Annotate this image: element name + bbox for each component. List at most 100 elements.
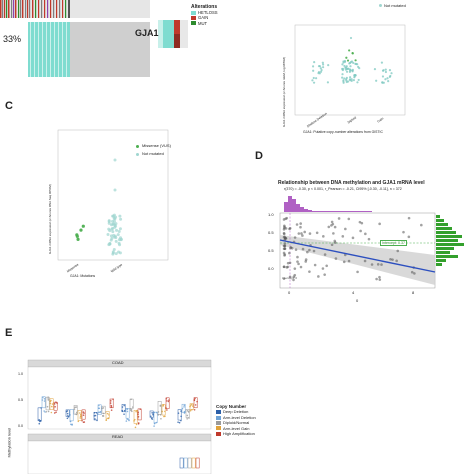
scatter-point xyxy=(312,69,315,72)
panel-c-legend-notmut: Not mutated xyxy=(136,150,171,158)
scatter-point xyxy=(111,230,115,234)
scatter-point xyxy=(96,419,98,422)
scatter-point xyxy=(118,227,122,231)
copy-number-legend-item: Arm-level Deletion xyxy=(216,415,256,420)
scatter-point xyxy=(168,399,170,401)
gene-label: GJA1 xyxy=(135,28,159,38)
scatter-point xyxy=(373,68,377,71)
scatter-point xyxy=(289,246,292,250)
scatter-point xyxy=(109,402,112,404)
legend-dot-icon xyxy=(136,144,139,148)
scatter-point xyxy=(50,411,53,414)
scatter-point xyxy=(299,265,303,269)
oncoprint xyxy=(0,0,188,77)
scatter-point xyxy=(304,260,308,263)
scatter-point xyxy=(194,397,196,400)
scatter-point xyxy=(295,223,299,226)
scatter-point xyxy=(381,69,385,72)
scatter-point xyxy=(188,417,190,419)
scatter-point xyxy=(341,73,344,76)
copy-number-legend-items: Deep Deletion Arm-level Deletion Diploid/N… xyxy=(216,409,256,436)
alteration-legend-items: HETLOSS GAIN MUT xyxy=(191,10,251,26)
scatter-point xyxy=(157,411,160,413)
scatter-point xyxy=(283,244,287,248)
scatter-point xyxy=(53,412,56,414)
scatter-point xyxy=(131,410,133,413)
scatter-point xyxy=(126,418,129,420)
scatter-point xyxy=(107,219,111,223)
scatter-point xyxy=(79,417,82,419)
box xyxy=(191,457,196,469)
scatter-point xyxy=(378,278,382,281)
scatter-point xyxy=(151,412,153,414)
scatter-point xyxy=(193,399,196,402)
scatter-point xyxy=(297,232,301,235)
copy-number-legend: Copy Number Deep Deletion Arm-level Delet… xyxy=(216,404,256,436)
scatter-point xyxy=(133,420,135,422)
box xyxy=(41,396,46,409)
scatter-point xyxy=(107,417,109,420)
scatter-point xyxy=(312,76,315,80)
scatter-point xyxy=(136,409,138,412)
scatter-point xyxy=(347,259,351,263)
panel-b-plot xyxy=(294,24,406,116)
scatter-point xyxy=(313,263,317,267)
scatter-point xyxy=(407,235,411,239)
scatter-point xyxy=(342,67,345,70)
scatter-point xyxy=(107,227,111,231)
scatter-point xyxy=(117,250,121,254)
scatter-point xyxy=(380,263,383,266)
scatter-point xyxy=(105,419,108,421)
scatter-point xyxy=(98,404,100,407)
scatter-point xyxy=(110,404,113,407)
box xyxy=(185,409,190,418)
scatter-point xyxy=(45,410,48,413)
scatter-point xyxy=(152,413,154,416)
scatter-point xyxy=(381,81,384,84)
scatter-point xyxy=(357,78,360,82)
scatter-point xyxy=(341,235,345,238)
legend-swatch-icon xyxy=(191,16,196,20)
oncoprint-top-track xyxy=(0,0,150,18)
scatter-point xyxy=(94,418,96,420)
scatter-point xyxy=(183,406,185,408)
scatter-point xyxy=(127,418,130,421)
scatter-point xyxy=(133,418,136,421)
scatter-point xyxy=(378,275,381,279)
scatter-point xyxy=(342,79,345,82)
scatter-point xyxy=(123,404,126,407)
scatter-point xyxy=(283,224,286,228)
panel-d-letter: D xyxy=(255,150,263,162)
legend-dot-icon xyxy=(379,4,382,7)
scatter-point xyxy=(40,407,42,409)
scatter-point xyxy=(325,264,328,268)
scatter-point xyxy=(80,415,82,417)
scatter-point xyxy=(137,413,139,415)
scatter-point xyxy=(155,411,158,414)
scatter-point xyxy=(38,418,40,421)
scatter-point xyxy=(321,66,325,69)
scatter-point xyxy=(344,66,347,69)
scatter-point xyxy=(311,79,314,82)
scatter-point xyxy=(349,61,352,64)
scatter-point xyxy=(75,406,78,408)
scatter-point xyxy=(43,398,46,400)
panel-d-title: Relationship between DNA methylation and… xyxy=(278,180,425,186)
scatter-point xyxy=(312,249,316,253)
copy-number-legend-label: Diploid/Normal xyxy=(223,420,250,426)
scatter-point xyxy=(334,241,337,244)
scatter-point xyxy=(135,410,137,413)
panel-d-annot-left: Intercept: 0 xyxy=(282,276,298,280)
scatter-point xyxy=(282,265,286,269)
scatter-point xyxy=(320,68,323,72)
alteration-legend-label: HETLOSS xyxy=(198,10,218,16)
copy-number-legend-item: High Amplification xyxy=(216,431,256,436)
alteration-legend-item: MUT xyxy=(191,21,251,26)
scatter-point xyxy=(357,65,360,68)
panel-c-ylabel: GJA1 mRNA expression (z-Scores RNA Seq R… xyxy=(48,184,52,254)
panel-d-right-histogram xyxy=(436,215,464,266)
scatter-point xyxy=(111,252,115,256)
scatter-point xyxy=(81,419,83,422)
scatter-point xyxy=(79,412,81,414)
scatter-point xyxy=(348,68,352,71)
